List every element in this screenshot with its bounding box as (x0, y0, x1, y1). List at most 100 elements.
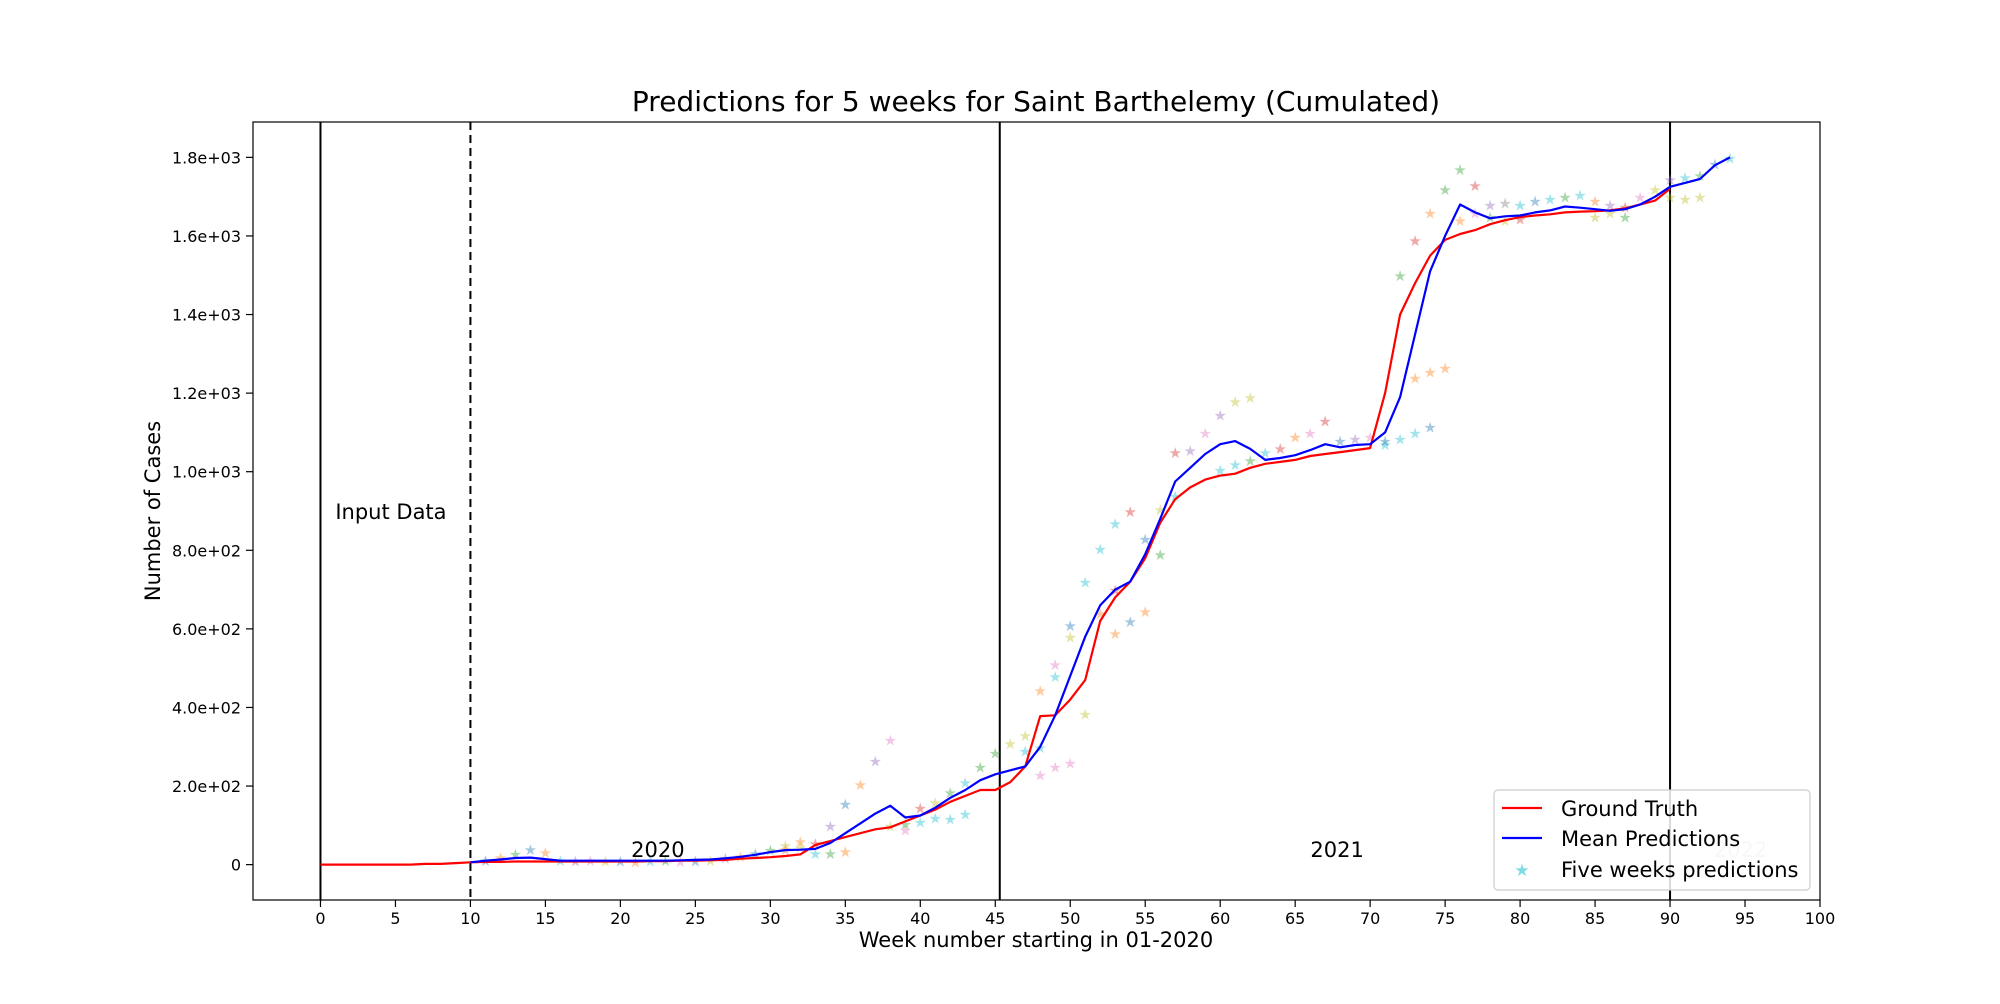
prediction-point: ★ (1108, 515, 1121, 533)
prediction-point: ★ (1573, 187, 1586, 205)
prediction-point: ★ (854, 776, 867, 794)
x-tick-label: 80 (1510, 909, 1530, 928)
prediction-point: ★ (1049, 656, 1062, 674)
chart-title: Predictions for 5 weeks for Saint Barthe… (632, 85, 1440, 118)
prediction-point: ★ (1094, 540, 1107, 558)
prediction-point: ★ (1273, 440, 1286, 458)
prediction-point: ★ (1693, 189, 1706, 207)
prediction-point: ★ (1558, 189, 1571, 207)
y-tick-label: 2.0e+02 (172, 777, 241, 796)
prediction-point: ★ (899, 821, 912, 839)
prediction-point: ★ (1213, 407, 1226, 425)
prediction-point: ★ (1228, 393, 1241, 411)
prediction-point: ★ (794, 833, 807, 851)
y-axis-label: Number of Cases (141, 421, 165, 601)
x-tick-label: 85 (1585, 909, 1605, 928)
prediction-point: ★ (1004, 735, 1017, 753)
prediction-point: ★ (1588, 193, 1601, 211)
prediction-point: ★ (839, 796, 852, 814)
y-tick-label: 0 (231, 856, 241, 875)
prediction-point: ★ (1034, 682, 1047, 700)
prediction-point: ★ (1303, 424, 1316, 442)
y-tick-label: 6.0e+02 (172, 620, 241, 639)
prediction-point: ★ (1393, 430, 1406, 448)
y-axis-ticks: 0 2.0e+02 4.0e+02 6.0e+02 8.0e+02 1.0e+03 1.2e… (172, 148, 253, 875)
prediction-point: ★ (1243, 389, 1256, 407)
annotation-label: 2021 (1310, 838, 1363, 862)
prediction-point: ★ (1378, 432, 1391, 450)
series-lines (320, 156, 1731, 866)
prediction-point: ★ (824, 817, 837, 835)
prediction-point: ★ (869, 753, 882, 771)
prediction-point: ★ (1123, 613, 1136, 631)
annotation-label: Input Data (335, 500, 446, 524)
prediction-point: ★ (1064, 617, 1077, 635)
prediction-point: ★ (1019, 727, 1032, 745)
prediction-point: ★ (1438, 360, 1451, 378)
x-tick-label: 70 (1360, 909, 1380, 928)
y-tick-label: 1.6e+03 (172, 227, 241, 246)
prediction-point: ★ (1453, 212, 1466, 230)
prediction-point: ★ (929, 809, 942, 827)
prediction-point: ★ (1228, 456, 1241, 474)
x-tick-label: 65 (1285, 909, 1305, 928)
legend-box (1493, 789, 1811, 891)
x-tick-label: 40 (910, 909, 930, 928)
prediction-point: ★ (1393, 267, 1406, 285)
prediction-point: ★ (539, 844, 552, 862)
x-tick-label: 90 (1660, 909, 1680, 928)
prediction-point: ★ (1064, 754, 1077, 772)
prediction-point: ★ (1663, 171, 1676, 189)
x-tick-label: 20 (610, 909, 630, 928)
prediction-point: ★ (1618, 208, 1631, 226)
prediction-point: ★ (1603, 204, 1616, 222)
prediction-point: ★ (1198, 424, 1211, 442)
plot-area (252, 121, 1821, 901)
prediction-point: ★ (764, 842, 777, 860)
prediction-point: ★ (989, 745, 1002, 763)
prediction-point: ★ (1064, 629, 1077, 647)
x-tick-label: 0 (315, 909, 325, 928)
prediction-point: ★ (1153, 501, 1166, 519)
prediction-point: ★ (1408, 232, 1421, 250)
y-tick-label: 4.0e+02 (172, 698, 241, 717)
x-tick-label: 100 (1805, 909, 1836, 928)
prediction-point: ★ (1423, 364, 1436, 382)
prediction-point: ★ (944, 784, 957, 802)
prediction-point: ★ (959, 806, 972, 824)
prediction-point: ★ (974, 758, 987, 776)
prediction-point: ★ (1123, 503, 1136, 521)
prediction-point: ★ (1528, 193, 1541, 211)
prediction-point: ★ (1438, 181, 1451, 199)
legend-label-ground-truth: Ground Truth (1561, 797, 1698, 821)
prediction-point: ★ (884, 732, 897, 750)
x-tick-label: 25 (685, 909, 705, 928)
prediction-point: ★ (1543, 191, 1556, 209)
x-tick-label: 50 (1060, 909, 1080, 928)
prediction-point: ★ (1678, 191, 1691, 209)
prediction-point: ★ (1318, 413, 1331, 431)
prediction-point: ★ (1408, 424, 1421, 442)
prediction-point: ★ (1094, 605, 1107, 623)
x-tick-label: 60 (1210, 909, 1230, 928)
prediction-point: ★ (1243, 452, 1256, 470)
ground-truth-line (320, 187, 1671, 866)
mean-predictions-line (470, 156, 1731, 864)
legend-label-five-weeks: Five weeks predictions (1561, 858, 1799, 882)
prediction-point: ★ (1483, 197, 1496, 215)
prediction-point: ★ (674, 853, 687, 871)
legend-label-mean-predictions: Mean Predictions (1561, 827, 1740, 851)
x-tick-label: 75 (1435, 909, 1455, 928)
y-tick-label: 1.4e+03 (172, 306, 241, 325)
y-tick-label: 1.0e+03 (172, 463, 241, 482)
prediction-point: ★ (1049, 758, 1062, 776)
prediction-point: ★ (1049, 668, 1062, 686)
y-tick-label: 1.8e+03 (172, 148, 241, 167)
prediction-point: ★ (1108, 625, 1121, 643)
prediction-point: ★ (1378, 436, 1391, 454)
y-tick-label: 8.0e+02 (172, 541, 241, 560)
prediction-point: ★ (1153, 546, 1166, 564)
prediction-point: ★ (1079, 574, 1092, 592)
prediction-point: ★ (1288, 428, 1301, 446)
